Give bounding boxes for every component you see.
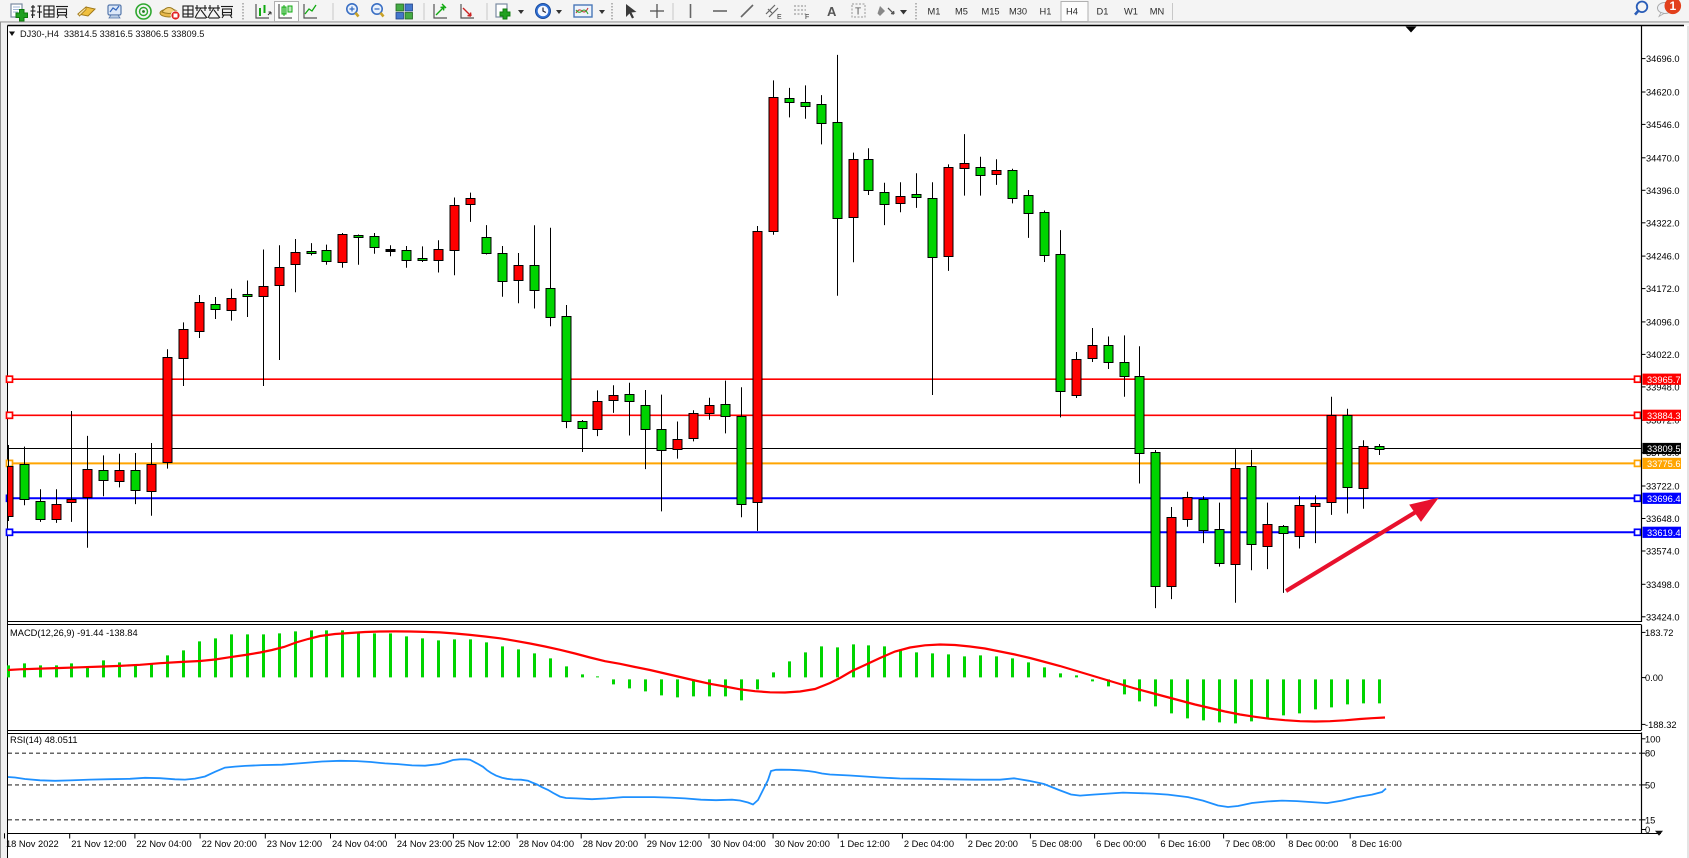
svg-text:33498.0: 33498.0	[1646, 580, 1680, 590]
svg-text:23 Nov 12:00: 23 Nov 12:00	[267, 839, 322, 849]
svg-text:2 Dec 04:00: 2 Dec 04:00	[904, 839, 954, 849]
svg-text:T: T	[855, 7, 861, 18]
svg-text:34172.0: 34172.0	[1646, 284, 1680, 294]
svg-text:A: A	[827, 4, 837, 19]
svg-text:H1: H1	[1040, 7, 1052, 17]
svg-text:33965.7: 33965.7	[1647, 375, 1681, 385]
svg-text:33809.5: 33809.5	[1647, 444, 1681, 454]
svg-text:MN: MN	[1150, 7, 1164, 17]
svg-text:D1: D1	[1097, 7, 1109, 17]
svg-text:30 Nov 20:00: 30 Nov 20:00	[775, 839, 830, 849]
svg-text:M1: M1	[928, 7, 941, 17]
svg-text:21 Nov 12:00: 21 Nov 12:00	[71, 839, 126, 849]
svg-text:1: 1	[1669, 0, 1676, 13]
svg-text:F: F	[805, 14, 809, 21]
svg-text:33775.6: 33775.6	[1647, 459, 1681, 469]
svg-text:E: E	[777, 14, 782, 21]
svg-text:22 Nov 20:00: 22 Nov 20:00	[202, 839, 257, 849]
svg-text:33424.0: 33424.0	[1646, 612, 1680, 622]
svg-text:28 Nov 04:00: 28 Nov 04:00	[519, 839, 574, 849]
svg-text:50: 50	[1645, 780, 1655, 790]
svg-text:33722.0: 33722.0	[1646, 482, 1680, 492]
svg-text:H4: H4	[1066, 7, 1078, 17]
svg-text:30 Nov 04:00: 30 Nov 04:00	[711, 839, 766, 849]
svg-text:M5: M5	[955, 7, 968, 17]
svg-text:34246.0: 34246.0	[1646, 252, 1680, 262]
svg-text:22 Nov 04:00: 22 Nov 04:00	[136, 839, 191, 849]
svg-text:5 Dec 08:00: 5 Dec 08:00	[1032, 839, 1082, 849]
svg-text:8 Dec 16:00: 8 Dec 16:00	[1352, 839, 1402, 849]
svg-text:6 Dec 16:00: 6 Dec 16:00	[1160, 839, 1210, 849]
svg-text:24 Nov 04:00: 24 Nov 04:00	[332, 839, 387, 849]
svg-text:33619.4: 33619.4	[1647, 528, 1681, 538]
svg-text:M30: M30	[1009, 7, 1027, 17]
svg-text:34396.0: 34396.0	[1646, 186, 1680, 196]
svg-text:100: 100	[1645, 734, 1661, 744]
svg-text:M15: M15	[981, 7, 999, 17]
svg-text:0.00: 0.00	[1645, 673, 1663, 683]
svg-text:183.72: 183.72	[1645, 628, 1673, 638]
svg-text:25 Nov 12:00: 25 Nov 12:00	[455, 839, 510, 849]
svg-text:W1: W1	[1124, 7, 1138, 17]
svg-text:33648.0: 33648.0	[1646, 514, 1680, 524]
svg-text:28 Nov 20:00: 28 Nov 20:00	[583, 839, 638, 849]
svg-text:33884.3: 33884.3	[1647, 411, 1681, 421]
svg-text:DJ30-,H4 33814.5 33816.5 3380: DJ30-,H4 33814.5 33816.5 33806.5 33809.5	[20, 29, 204, 39]
svg-text:RSI(14) 48.0511: RSI(14) 48.0511	[10, 735, 78, 745]
svg-text:33696.4: 33696.4	[1647, 494, 1681, 504]
svg-text:34620.0: 34620.0	[1646, 88, 1680, 98]
svg-text:-188.32: -188.32	[1645, 720, 1677, 730]
svg-text:15: 15	[1645, 815, 1655, 825]
svg-text:29 Nov 12:00: 29 Nov 12:00	[647, 839, 702, 849]
svg-text:2 Dec 20:00: 2 Dec 20:00	[968, 839, 1018, 849]
svg-text:34096.0: 34096.0	[1646, 317, 1680, 327]
svg-text:33574.0: 33574.0	[1646, 547, 1680, 557]
svg-text:34322.0: 34322.0	[1646, 218, 1680, 228]
svg-text:18 Nov 2022: 18 Nov 2022	[6, 839, 59, 849]
svg-text:80: 80	[1645, 749, 1655, 759]
svg-text:8 Dec 00:00: 8 Dec 00:00	[1288, 839, 1338, 849]
svg-text:34696.0: 34696.0	[1646, 54, 1680, 64]
svg-text:34546.0: 34546.0	[1646, 120, 1680, 130]
svg-text:24 Nov 23:00: 24 Nov 23:00	[397, 839, 452, 849]
svg-text:6 Dec 00:00: 6 Dec 00:00	[1096, 839, 1146, 849]
svg-text:34470.0: 34470.0	[1646, 153, 1680, 163]
svg-text:0: 0	[1645, 825, 1650, 835]
svg-text:1 Dec 12:00: 1 Dec 12:00	[840, 839, 890, 849]
svg-text:33948.0: 33948.0	[1646, 382, 1680, 392]
svg-text:7 Dec 08:00: 7 Dec 08:00	[1225, 839, 1275, 849]
svg-text:MACD(12,26,9) -91.44 -138.84: MACD(12,26,9) -91.44 -138.84	[10, 628, 138, 638]
svg-text:34022.0: 34022.0	[1646, 350, 1680, 360]
